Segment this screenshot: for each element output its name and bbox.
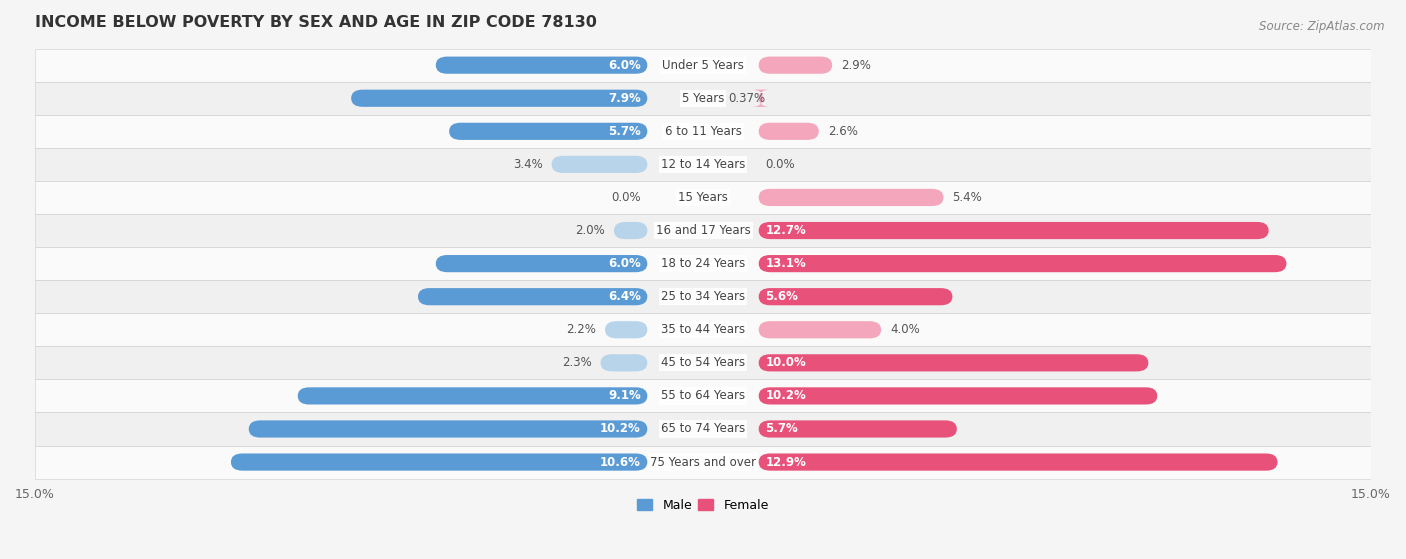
FancyBboxPatch shape <box>605 321 647 338</box>
Text: INCOME BELOW POVERTY BY SEX AND AGE IN ZIP CODE 78130: INCOME BELOW POVERTY BY SEX AND AGE IN Z… <box>35 15 596 30</box>
FancyBboxPatch shape <box>436 255 647 272</box>
Bar <box>35 214 1371 247</box>
Text: 5.6%: 5.6% <box>765 290 799 303</box>
FancyBboxPatch shape <box>418 288 647 305</box>
Text: 2.6%: 2.6% <box>828 125 858 138</box>
FancyBboxPatch shape <box>231 453 647 471</box>
Bar <box>35 347 1371 380</box>
FancyBboxPatch shape <box>298 387 647 405</box>
Text: 2.2%: 2.2% <box>567 323 596 337</box>
FancyBboxPatch shape <box>600 354 647 371</box>
Text: 2.0%: 2.0% <box>575 224 605 237</box>
Text: 5.4%: 5.4% <box>952 191 983 204</box>
Bar <box>35 181 1371 214</box>
Text: 12.7%: 12.7% <box>765 224 806 237</box>
FancyBboxPatch shape <box>759 189 943 206</box>
Bar <box>35 148 1371 181</box>
Text: 5.7%: 5.7% <box>607 125 641 138</box>
Text: 55 to 64 Years: 55 to 64 Years <box>661 390 745 402</box>
Bar <box>35 313 1371 347</box>
Text: 10.2%: 10.2% <box>600 423 641 435</box>
Text: 5 Years: 5 Years <box>682 92 724 105</box>
Bar <box>35 413 1371 446</box>
Text: 0.0%: 0.0% <box>612 191 641 204</box>
FancyBboxPatch shape <box>759 123 818 140</box>
Text: 9.1%: 9.1% <box>607 390 641 402</box>
Text: 6 to 11 Years: 6 to 11 Years <box>665 125 741 138</box>
Text: 18 to 24 Years: 18 to 24 Years <box>661 257 745 270</box>
FancyBboxPatch shape <box>759 453 1278 471</box>
Text: 6.4%: 6.4% <box>607 290 641 303</box>
FancyBboxPatch shape <box>759 255 1286 272</box>
Text: 25 to 34 Years: 25 to 34 Years <box>661 290 745 303</box>
Text: 75 Years and over: 75 Years and over <box>650 456 756 468</box>
Text: 3.4%: 3.4% <box>513 158 543 171</box>
Text: 13.1%: 13.1% <box>765 257 806 270</box>
FancyBboxPatch shape <box>352 89 647 107</box>
Text: 35 to 44 Years: 35 to 44 Years <box>661 323 745 337</box>
FancyBboxPatch shape <box>759 288 952 305</box>
Text: 45 to 54 Years: 45 to 54 Years <box>661 356 745 369</box>
FancyBboxPatch shape <box>551 156 647 173</box>
Bar <box>35 82 1371 115</box>
Text: 6.0%: 6.0% <box>607 257 641 270</box>
Text: 2.3%: 2.3% <box>562 356 592 369</box>
FancyBboxPatch shape <box>759 222 1268 239</box>
Text: 0.0%: 0.0% <box>765 158 794 171</box>
Text: 2.9%: 2.9% <box>841 59 870 72</box>
Text: 10.6%: 10.6% <box>600 456 641 468</box>
Bar <box>35 49 1371 82</box>
Text: Source: ZipAtlas.com: Source: ZipAtlas.com <box>1260 20 1385 32</box>
Text: 12 to 14 Years: 12 to 14 Years <box>661 158 745 171</box>
FancyBboxPatch shape <box>449 123 647 140</box>
Bar <box>35 446 1371 479</box>
Text: 6.0%: 6.0% <box>607 59 641 72</box>
FancyBboxPatch shape <box>759 56 832 74</box>
FancyBboxPatch shape <box>759 387 1157 405</box>
FancyBboxPatch shape <box>759 420 957 438</box>
Text: 10.2%: 10.2% <box>765 390 806 402</box>
Text: Under 5 Years: Under 5 Years <box>662 59 744 72</box>
Text: 16 and 17 Years: 16 and 17 Years <box>655 224 751 237</box>
Text: 4.0%: 4.0% <box>890 323 920 337</box>
Text: 5.7%: 5.7% <box>765 423 799 435</box>
Text: 7.9%: 7.9% <box>607 92 641 105</box>
Legend: Male, Female: Male, Female <box>633 494 773 517</box>
FancyBboxPatch shape <box>759 354 1149 371</box>
Text: 15 Years: 15 Years <box>678 191 728 204</box>
FancyBboxPatch shape <box>614 222 647 239</box>
Bar <box>35 380 1371 413</box>
Text: 0.37%: 0.37% <box>728 92 765 105</box>
FancyBboxPatch shape <box>752 89 770 107</box>
FancyBboxPatch shape <box>759 321 882 338</box>
Text: 10.0%: 10.0% <box>765 356 806 369</box>
Bar <box>35 115 1371 148</box>
Bar <box>35 247 1371 280</box>
Text: 12.9%: 12.9% <box>765 456 806 468</box>
FancyBboxPatch shape <box>436 56 647 74</box>
FancyBboxPatch shape <box>249 420 647 438</box>
Text: 65 to 74 Years: 65 to 74 Years <box>661 423 745 435</box>
Bar <box>35 280 1371 313</box>
